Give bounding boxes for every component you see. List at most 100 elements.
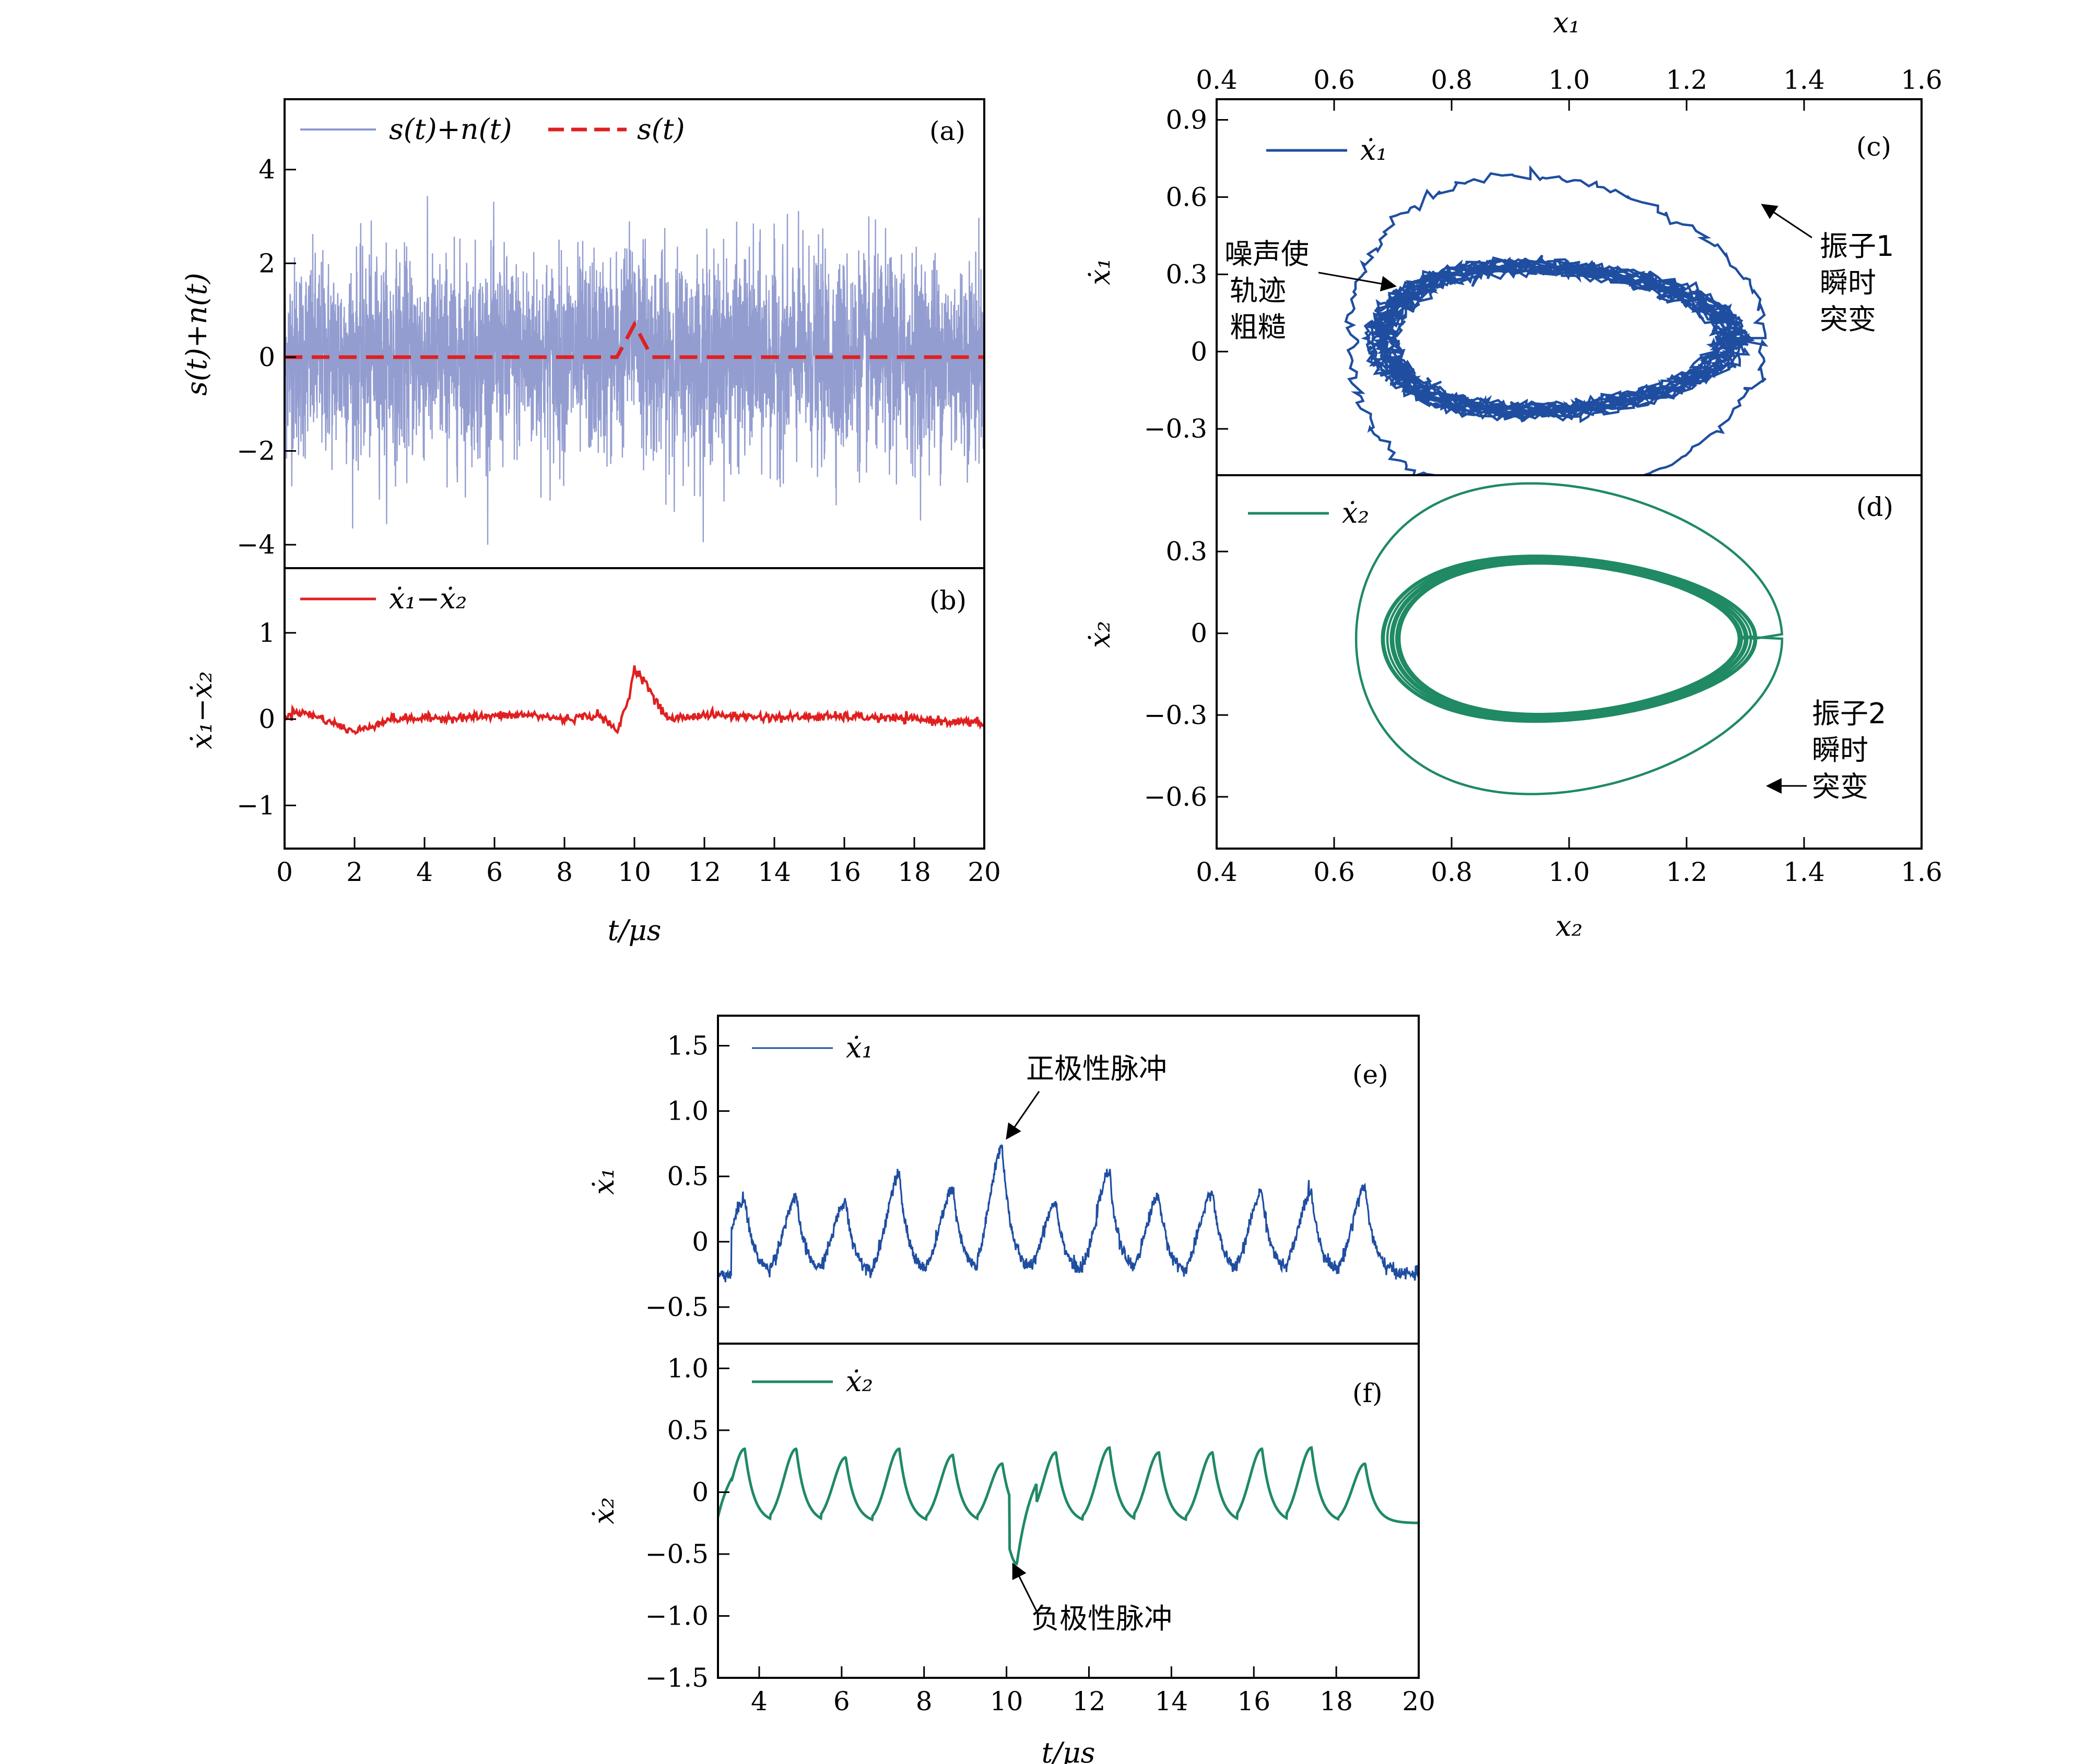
- annotation-jump2-line3: 突变: [1812, 770, 1868, 803]
- x-tick-label: 20: [968, 857, 1001, 887]
- y-tick-label: 0: [692, 1477, 709, 1507]
- y-axis-label: ẋ₁−ẋ₂: [185, 671, 218, 749]
- y-tick-label: 0: [1191, 618, 1207, 649]
- legend-label-x2: ẋ₂: [846, 1365, 873, 1398]
- panel-tag: (b): [929, 585, 967, 616]
- phase-trajectory-x2: [1354, 482, 1784, 795]
- x-tick-label: 4: [416, 857, 433, 887]
- annotation-negative-pulse: 负极性脉冲: [1031, 1602, 1172, 1635]
- panel-tag: (c): [1856, 132, 1891, 162]
- x-tick-label: 1.0: [1548, 857, 1590, 887]
- y-tick-label: −1: [237, 790, 275, 820]
- x-tick-label: 1.2: [1666, 65, 1707, 95]
- velocity-series-x1: [718, 1143, 1419, 1283]
- x-tick-label: 0: [276, 857, 293, 887]
- x-tick-label: 0.4: [1196, 857, 1238, 887]
- x-tick-label: 8: [916, 1686, 933, 1716]
- noise-series-line: [285, 196, 984, 545]
- x-tick-label: 8: [556, 857, 573, 887]
- x-tick-label: 18: [898, 857, 931, 887]
- y-tick-label: −0.5: [645, 1539, 709, 1569]
- panel-a: −4 −2 0 2 4 s(t)+n(t) s(t) (a) s(t)+n(t): [180, 98, 985, 569]
- y-tick-label: 1.5: [667, 1031, 709, 1061]
- x-tick-label: 0.6: [1313, 65, 1355, 95]
- legend-label-x1: ẋ₁: [1360, 134, 1387, 167]
- x-tick-label: 18: [1320, 1686, 1353, 1716]
- y-axis-label: ẋ₁: [1083, 258, 1116, 285]
- annotation-noise-line2: 轨迹: [1230, 274, 1286, 307]
- legend-label-noise: s(t)+n(t): [389, 113, 512, 146]
- y-tick-label: 1.0: [667, 1096, 709, 1126]
- x-tick-label: 10: [990, 1686, 1023, 1716]
- x-tick-label: 0.8: [1431, 857, 1472, 887]
- legend-label-signal: s(t): [637, 113, 685, 146]
- plot-frame: [1216, 98, 1923, 476]
- panel-b: −1 0 1 0 2 4 6 8 10 12 14 16 18 20 ẋ₁−ẋ₂ (b) ẋ₁−ẋ₂ t…: [185, 567, 1001, 947]
- x-tick-label: 1.4: [1783, 857, 1825, 887]
- y-tick-label: −1.0: [645, 1601, 709, 1631]
- y-tick-label: 0.3: [1165, 259, 1207, 289]
- y-tick-label: 0.9: [1165, 104, 1207, 135]
- x-tick-label: 1.0: [1548, 65, 1590, 95]
- annotation-noise-line1: 噪声使: [1224, 238, 1309, 271]
- y-tick-label: 2: [258, 248, 275, 278]
- x-tick-label: 0.4: [1196, 65, 1238, 95]
- legend-label-x2: ẋ₂: [1342, 497, 1369, 530]
- x-tick-label: 2: [346, 857, 363, 887]
- x-tick-label: 0.8: [1431, 65, 1472, 95]
- panel-tag: (d): [1856, 492, 1893, 522]
- x-tick-label: 6: [486, 857, 503, 887]
- x-axis-label: t/μs: [608, 914, 662, 947]
- y-tick-label: 1.0: [667, 1353, 709, 1383]
- annotation-jump2-line2: 瞬时: [1812, 734, 1868, 767]
- annotation-arrow-negative: [1012, 1562, 1038, 1612]
- x-tick-label: 14: [758, 857, 791, 887]
- x-tick-label: 0.6: [1313, 857, 1355, 887]
- y-tick-label: −0.6: [1144, 782, 1207, 812]
- annotation-noise-line3: 粗糙: [1230, 311, 1286, 344]
- panel-d: −0.6 −0.3 0 0.3 0.4 0.6 0.8 1.0 1.2 1.4 1.6 ẋ₂ (d…: [1083, 474, 1942, 943]
- top-x-axis-label: x₁: [1553, 6, 1580, 39]
- y-tick-label: 1: [258, 618, 275, 648]
- velocity-series-x2: [718, 1446, 1419, 1566]
- x-axis-label: t/μs: [1042, 1736, 1095, 1764]
- y-tick-label: 0: [1191, 336, 1207, 367]
- x-tick-label: 20: [1402, 1686, 1435, 1716]
- y-tick-label: −2: [237, 436, 275, 466]
- annotation-jump1-line3: 突变: [1820, 303, 1876, 336]
- x-tick-label: 6: [833, 1686, 850, 1716]
- y-tick-label: 0: [258, 342, 275, 372]
- x-tick-label: 12: [688, 857, 721, 887]
- panel-tag: (f): [1352, 1378, 1383, 1408]
- x-ticks: 0.4 0.6 0.8 1.0 1.2 1.4 1.6: [1196, 837, 1942, 887]
- x-tick-label: 1.2: [1666, 857, 1707, 887]
- y-tick-label: 0.3: [1165, 536, 1207, 567]
- annotation-positive-pulse: 正极性脉冲: [1026, 1052, 1167, 1085]
- y-tick-label: −0.3: [1144, 414, 1207, 444]
- y-tick-label: −1.5: [645, 1663, 709, 1693]
- x-axis-label: x₂: [1556, 910, 1583, 943]
- y-ticks: −1 0 1: [237, 618, 296, 820]
- x-tick-label: 16: [828, 857, 861, 887]
- y-tick-label: −0.3: [1144, 700, 1207, 730]
- y-tick-label: 4: [258, 155, 275, 185]
- difference-series-line: [285, 665, 984, 735]
- phase-trajectory-x1: [1344, 165, 1769, 475]
- y-axis-label: ẋ₂: [587, 1497, 620, 1524]
- x-tick-label: 1.6: [1901, 857, 1942, 887]
- panel-e: −0.5 0 0.5 1.0 1.5 ẋ₁ (e) ẋ₁ 正极性脉冲: [587, 1015, 1420, 1345]
- x-tick-label: 12: [1073, 1686, 1106, 1716]
- x-tick-label: 4: [751, 1686, 768, 1716]
- annotation-arrow-positive: [1006, 1091, 1040, 1140]
- panel-tag: (e): [1352, 1060, 1388, 1090]
- x-tick-label: 1.6: [1901, 65, 1942, 95]
- x-ticks: 0 2 4 6 8 10 12 14 16 18 20: [276, 837, 1001, 887]
- x-tick-label: 1.4: [1783, 65, 1825, 95]
- annotation-jump2-line1: 振子2: [1812, 697, 1886, 730]
- annotation-arrow-jump1: [1761, 204, 1812, 239]
- y-ticks: −0.5 0 0.5 1.0 1.5: [645, 1031, 729, 1322]
- y-ticks: −4 −2 0 2 4: [237, 155, 296, 560]
- top-x-ticks: 0.4 0.6 0.8 1.0 1.2 1.4 1.6: [1196, 65, 1942, 111]
- annotation-jump1-line2: 瞬时: [1820, 266, 1876, 299]
